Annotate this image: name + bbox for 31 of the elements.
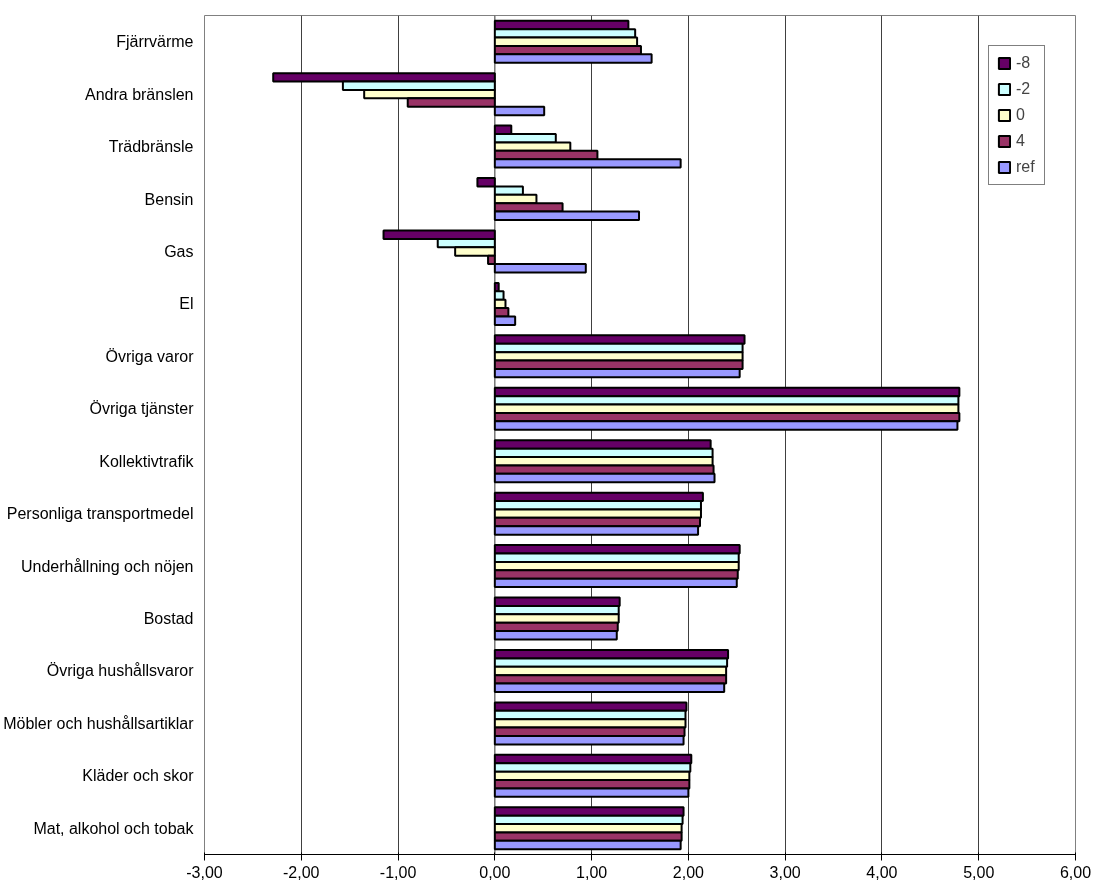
y-tick-label: Kläder och skor: [82, 767, 195, 785]
x-tick-label: -2,00: [283, 863, 320, 881]
y-tick-label: Övriga hushållsvaror: [46, 662, 195, 680]
x-tick-label: 4,00: [866, 863, 898, 881]
x-tick-label: 5,00: [963, 863, 995, 881]
y-tick-label: Underhållning och nöjen: [20, 557, 194, 575]
legend-label: 4: [1016, 132, 1026, 150]
x-tick-label: 0,00: [479, 863, 511, 881]
y-tick-label: Mat, alkohol och tobak: [33, 819, 195, 837]
y-tick-label: Gas: [164, 242, 194, 260]
x-tick-label: 6,00: [1059, 863, 1092, 881]
y-tick-label: Trädbränsle: [108, 138, 194, 156]
legend-label: ref: [1016, 158, 1036, 176]
x-tick-label: 3,00: [769, 863, 801, 881]
y-tick-label: Fjärrvärme: [116, 33, 194, 51]
x-tick-label: -3,00: [186, 863, 223, 881]
y-tick-label: Kollektivtrafik: [99, 452, 195, 470]
y-tick-label: Personliga transportmedel: [6, 505, 194, 523]
y-tick-label: Bensin: [144, 190, 194, 208]
y-tick-label: Övriga varor: [105, 347, 195, 365]
legend-label: 0: [1016, 106, 1026, 124]
x-tick-label: 1,00: [576, 863, 608, 881]
legend-label: -8: [1016, 54, 1032, 72]
y-tick-label: Andra bränslen: [84, 85, 194, 103]
legend-label: -2: [1016, 80, 1032, 98]
y-tick-label: Övriga tjänster: [89, 400, 195, 418]
y-tick-label: El: [179, 295, 194, 313]
x-tick-label: 2,00: [672, 863, 705, 881]
x-tick-label: -1,00: [379, 863, 417, 881]
y-tick-label: Bostad: [143, 610, 194, 628]
y-tick-label: Möbler och hushållsartiklar: [3, 714, 195, 732]
